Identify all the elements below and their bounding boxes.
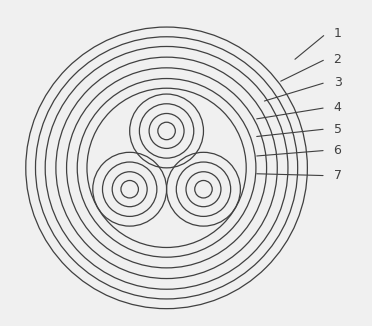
Circle shape [158,122,175,140]
Text: 3: 3 [334,76,341,89]
Text: 4: 4 [334,101,341,114]
Text: 2: 2 [334,52,341,66]
Text: 6: 6 [334,144,341,157]
Circle shape [195,181,212,198]
Text: 1: 1 [334,27,341,40]
Text: 7: 7 [334,169,341,182]
Circle shape [121,181,138,198]
Text: 5: 5 [334,123,341,136]
